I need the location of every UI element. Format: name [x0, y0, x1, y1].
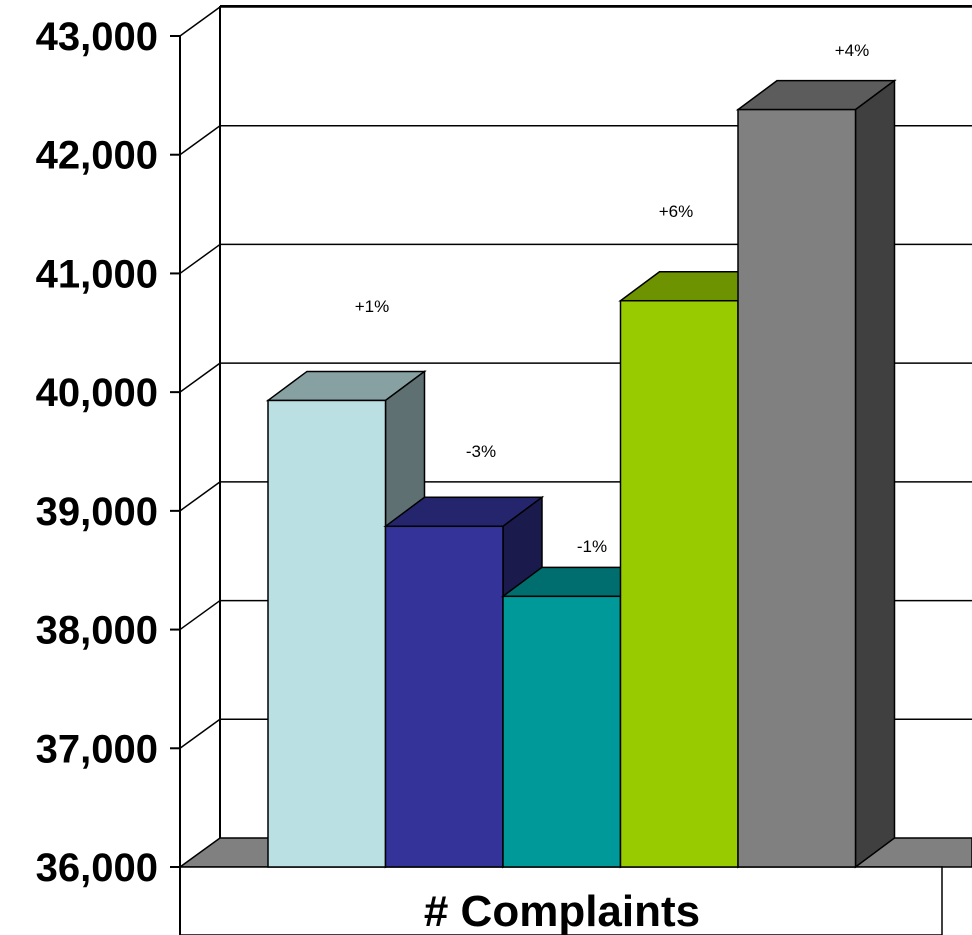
y-tick-label: 37,000	[36, 727, 158, 771]
bar-front	[267, 399, 387, 868]
gridline-diagonal	[179, 718, 221, 749]
bar-front	[619, 299, 739, 868]
y-tick-labels: 36,000 37,000 38,000 39,000 40,000 41,000 42,0…	[36, 15, 158, 890]
gridline-diagonal	[179, 243, 221, 275]
y-tick-label: 39,000	[36, 490, 158, 534]
bar-front	[502, 595, 622, 868]
bar-front	[384, 525, 504, 868]
bar-front	[737, 108, 857, 868]
x-category-label: # Complaints	[424, 887, 700, 935]
y-tick-label: 40,000	[36, 371, 158, 415]
y-tick-label: 36,000	[36, 846, 158, 890]
gridline-diagonal	[179, 125, 221, 156]
data-label: +1%	[355, 297, 390, 316]
gridline-diagonal	[179, 481, 221, 512]
bar-5	[735, 79, 897, 869]
y-axis	[170, 35, 181, 935]
gridline-diagonal	[179, 599, 221, 631]
y-tick-label: 43,000	[36, 15, 158, 59]
data-label: -3%	[466, 442, 496, 461]
gridline-diagonal	[179, 362, 221, 393]
gridline-diagonal	[179, 6, 221, 37]
bar-side	[854, 79, 896, 869]
data-label: -1%	[577, 537, 607, 556]
y-tick-label: 42,000	[36, 134, 158, 178]
y-tick-label: 38,000	[36, 609, 158, 653]
data-labels: +1% -3% -1% +6% +4%	[355, 41, 870, 556]
bar-series	[265, 79, 897, 869]
y-tick-label: 41,000	[36, 252, 158, 296]
data-label: +4%	[835, 41, 870, 60]
data-label: +6%	[659, 202, 694, 221]
chart-walls	[219, 5, 972, 838]
